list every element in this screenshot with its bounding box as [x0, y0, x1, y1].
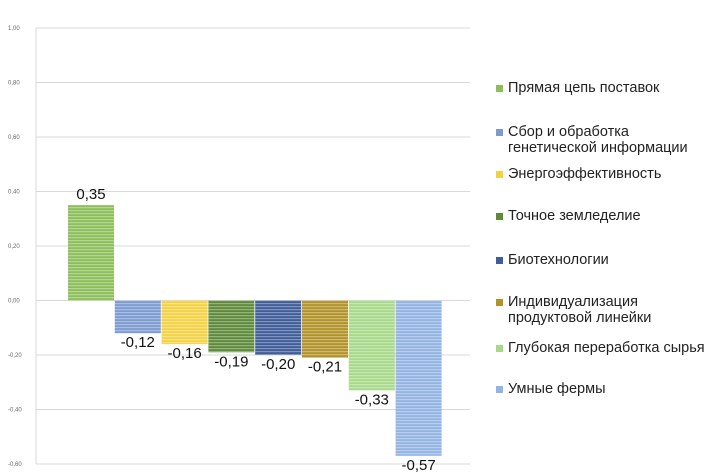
- data-label: -0,20: [261, 356, 295, 373]
- bar-texture: [255, 300, 302, 355]
- chart-bars: [68, 205, 442, 456]
- chart-y-axis: 1,00 0,80 0,60 0,40 0,20 0,00 -0,20 -0,40 -0,60: [8, 26, 37, 468]
- legend-item: Глубокая переработка сырья: [496, 340, 705, 356]
- legend-label: Сбор и обработка генетической информации: [508, 124, 688, 156]
- legend-label: Точное земледелие: [508, 208, 641, 224]
- legend-swatch: [496, 299, 503, 306]
- data-label: -0,19: [214, 353, 248, 370]
- legend-swatch: [496, 171, 503, 178]
- y-tick-label: 0,80: [8, 81, 20, 87]
- legend-swatch: [496, 85, 503, 92]
- y-tick-label: 0,40: [8, 190, 20, 196]
- legend-item: Индивидуализация продуктовой линейки: [496, 294, 714, 326]
- legend-swatch: [496, 386, 503, 393]
- legend-item: Энергоэффективность: [496, 166, 661, 182]
- legend-label: Прямая цепь поставок: [508, 80, 660, 96]
- legend-label: Глубокая переработка сырья: [508, 340, 705, 356]
- bar-texture: [114, 300, 161, 334]
- legend-swatch: [496, 345, 503, 352]
- legend-swatch: [496, 213, 503, 220]
- legend-label: Энергоэффективность: [508, 166, 662, 182]
- chart-data-labels: 0,35 -0,12 -0,16 -0,19 -0,20 -0,21 -0,33 -0,57: [76, 186, 435, 472]
- legend-label: Биотехнологии: [508, 252, 609, 268]
- legend-item: Умные фермы: [496, 381, 606, 397]
- data-label: -0,16: [167, 345, 201, 362]
- bar-texture: [302, 300, 348, 358]
- legend-label: Индивидуализация продуктовой линейки: [508, 294, 652, 326]
- legend-label: Умные фермы: [508, 381, 606, 397]
- y-tick-label: 0,60: [8, 135, 20, 141]
- data-label: -0,12: [121, 334, 155, 351]
- data-label: -0,57: [401, 457, 435, 472]
- legend-item: Прямая цепь поставок: [496, 80, 659, 96]
- bar-texture: [208, 300, 255, 353]
- y-tick-label: 0,00: [8, 299, 20, 305]
- y-tick-label: -0,20: [8, 353, 22, 359]
- legend-item: Биотехнологии: [496, 252, 609, 268]
- y-tick-label: 0,20: [8, 244, 20, 250]
- data-label: -0,33: [355, 391, 389, 408]
- bar-texture: [68, 205, 114, 301]
- legend-item: Точное земледелие: [496, 208, 641, 224]
- bar-texture: [161, 300, 208, 345]
- y-tick-label: -0,40: [8, 408, 22, 414]
- y-tick-label: 1,00: [8, 26, 20, 32]
- legend-swatch: [496, 129, 503, 136]
- y-tick-label: -0,60: [8, 462, 22, 468]
- data-label: -0,21: [308, 359, 342, 376]
- bar-texture: [395, 300, 442, 456]
- legend-item: Сбор и обработка генетической информации: [496, 124, 714, 156]
- data-label: 0,35: [76, 186, 105, 203]
- bar-texture: [348, 300, 395, 391]
- legend-swatch: [496, 257, 503, 264]
